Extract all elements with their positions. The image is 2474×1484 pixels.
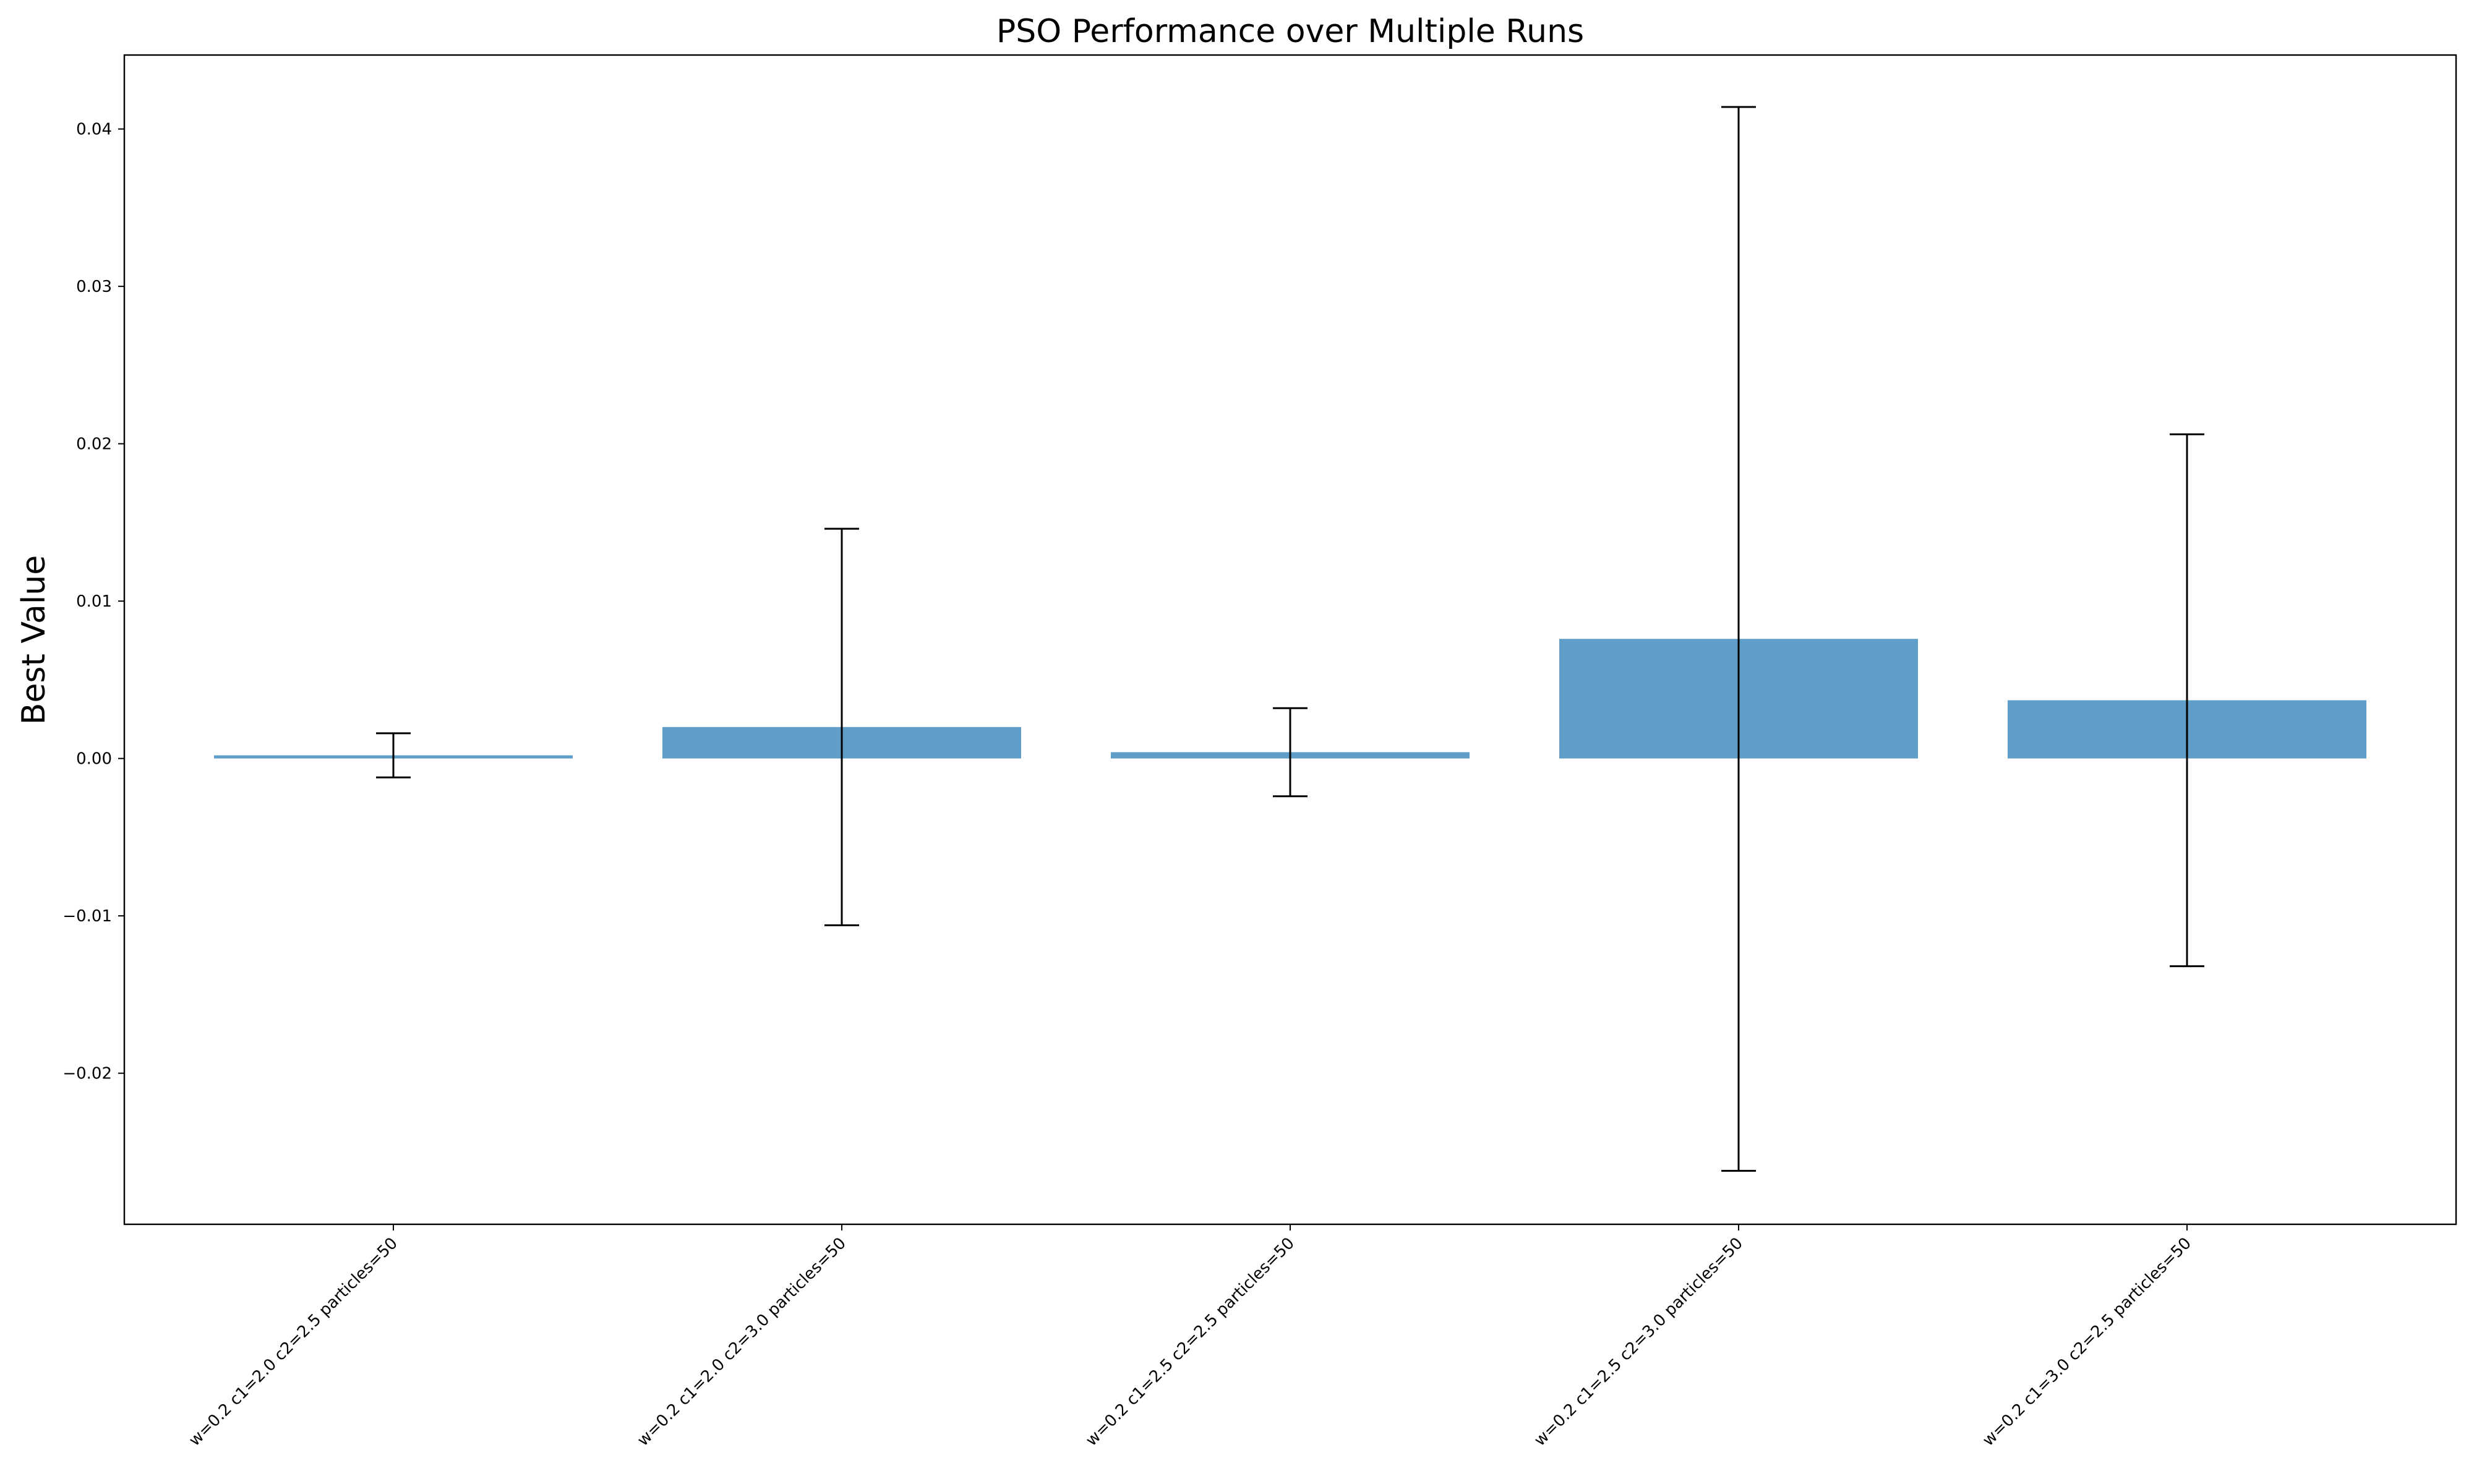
- y-tick-label: −0.01: [62, 907, 112, 926]
- y-tick-label: 0.04: [76, 121, 112, 139]
- y-tick-label: 0.01: [76, 592, 112, 611]
- y-tick-label: −0.02: [62, 1065, 112, 1083]
- y-tick-label: 0.03: [76, 278, 112, 296]
- y-axis-label: Best Value: [15, 555, 53, 725]
- chart-title: PSO Performance over Multiple Runs: [996, 13, 1584, 50]
- y-tick-label: 0.02: [76, 435, 112, 454]
- y-tick-label: 0.00: [76, 750, 112, 769]
- plot-frame: [123, 54, 2457, 1226]
